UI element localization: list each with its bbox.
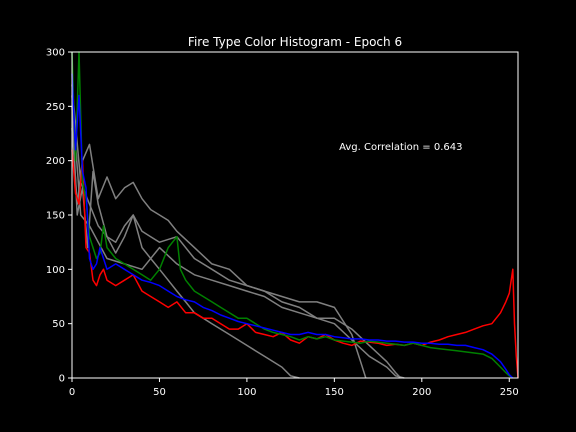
y-tick-label: 150: [46, 211, 65, 222]
x-tick-label: 100: [237, 387, 256, 398]
series-line-blue-6: [71, 73, 514, 379]
x-tick-label: 150: [325, 387, 344, 398]
x-tick-label: 250: [500, 387, 519, 398]
plot-background: [72, 52, 518, 378]
chart-title: Fire Type Color Histogram - Epoch 6: [188, 35, 402, 49]
x-tick-label: 200: [412, 387, 431, 398]
plot-area: [71, 51, 519, 379]
series-line-reference-1: [71, 128, 405, 379]
y-tick-label: 250: [46, 102, 65, 113]
series-line-green-5: [71, 51, 514, 379]
y-tick-label: 50: [52, 319, 65, 330]
correlation-annotation: Avg. Correlation = 0.643: [339, 142, 462, 153]
y-axis: 0 50 100 150 200 250 300: [46, 48, 72, 385]
x-tick-label: 50: [153, 387, 166, 398]
y-tick-label: 100: [46, 265, 65, 276]
y-tick-label: 0: [59, 374, 65, 385]
series-line-reference-3: [71, 95, 402, 379]
y-tick-label: 200: [46, 156, 65, 167]
y-tick-label: 300: [46, 48, 65, 59]
x-axis: 0 50 100 150 200 250: [69, 378, 519, 398]
series-layer: [71, 51, 519, 379]
x-tick-label: 0: [69, 387, 75, 398]
